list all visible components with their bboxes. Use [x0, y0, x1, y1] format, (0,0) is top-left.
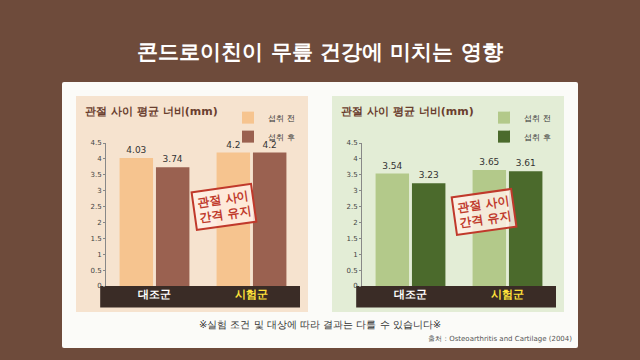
svg-text:3.74: 3.74 [163, 154, 183, 164]
svg-text:3.23: 3.23 [419, 170, 439, 180]
html-text:콘드로이친이 무릎 건강에 미치는 영향: 콘드로이친이 무릎 건강에 미치는 영향 [137, 40, 503, 64]
svg-text:관절 사이간격 유지: 관절 사이간격 유지 [456, 193, 512, 230]
svg-text:3: 3 [97, 187, 101, 195]
svg-text:4.5: 4.5 [90, 139, 101, 147]
svg-text:대조군: 대조군 [138, 288, 171, 301]
svg-text:섭취 전: 섭취 전 [524, 114, 551, 123]
svg-text:1.5: 1.5 [346, 235, 357, 243]
svg-text:4: 4 [97, 155, 102, 163]
svg-text:4.03: 4.03 [126, 145, 146, 155]
svg-text:4: 4 [353, 155, 358, 163]
svg-text:대조군: 대조군 [394, 288, 427, 301]
svg-text:3: 3 [353, 187, 357, 195]
svg-text:0: 0 [353, 282, 357, 290]
svg-text:2.5: 2.5 [346, 203, 357, 211]
svg-text:4.2: 4.2 [262, 139, 277, 150]
svg-text:3.65: 3.65 [479, 157, 499, 167]
svg-text:1: 1 [97, 251, 101, 259]
svg-text:3.54: 3.54 [382, 161, 402, 171]
svg-text:1: 1 [353, 251, 357, 259]
svg-text:시험군: 시험군 [235, 288, 268, 301]
svg-text:3.61: 3.61 [516, 158, 536, 168]
svg-text:4.2: 4.2 [226, 140, 240, 150]
svg-text:시험군: 시험군 [491, 288, 524, 301]
svg-text:3.5: 3.5 [90, 171, 101, 179]
svg-text:1.5: 1.5 [90, 235, 101, 243]
svg-text:2.5: 2.5 [90, 203, 101, 211]
svg-text:섭취 후: 섭취 후 [268, 133, 295, 142]
svg-text:3.5: 3.5 [346, 171, 357, 179]
svg-text:관절 사이 평균 너비(mm): 관절 사이 평균 너비(mm) [341, 105, 473, 118]
svg-text:관절 사이간격 유지: 관절 사이간격 유지 [196, 188, 252, 225]
html-text:출처 : Osteoarthritis and Cartil: 출처 : Osteoarthritis and Cartilage (2004) [428, 335, 572, 343]
svg-text:4.5: 4.5 [346, 139, 357, 147]
svg-text:0.5: 0.5 [346, 267, 357, 275]
svg-text:2: 2 [353, 219, 357, 227]
svg-text:2: 2 [97, 219, 101, 227]
svg-text:관절 사이 평균 너비(mm): 관절 사이 평균 너비(mm) [85, 105, 217, 118]
svg-text:섭취 후: 섭취 후 [524, 133, 551, 142]
html-text:※실험 조건 및 대상에 따라 결과는 다를 수 있습니다※: ※실험 조건 및 대상에 따라 결과는 다를 수 있습니다※ [198, 319, 442, 330]
svg-text:0: 0 [97, 282, 101, 290]
svg-text:섭취 전: 섭취 전 [268, 114, 295, 123]
svg-text:0.5: 0.5 [90, 267, 101, 275]
